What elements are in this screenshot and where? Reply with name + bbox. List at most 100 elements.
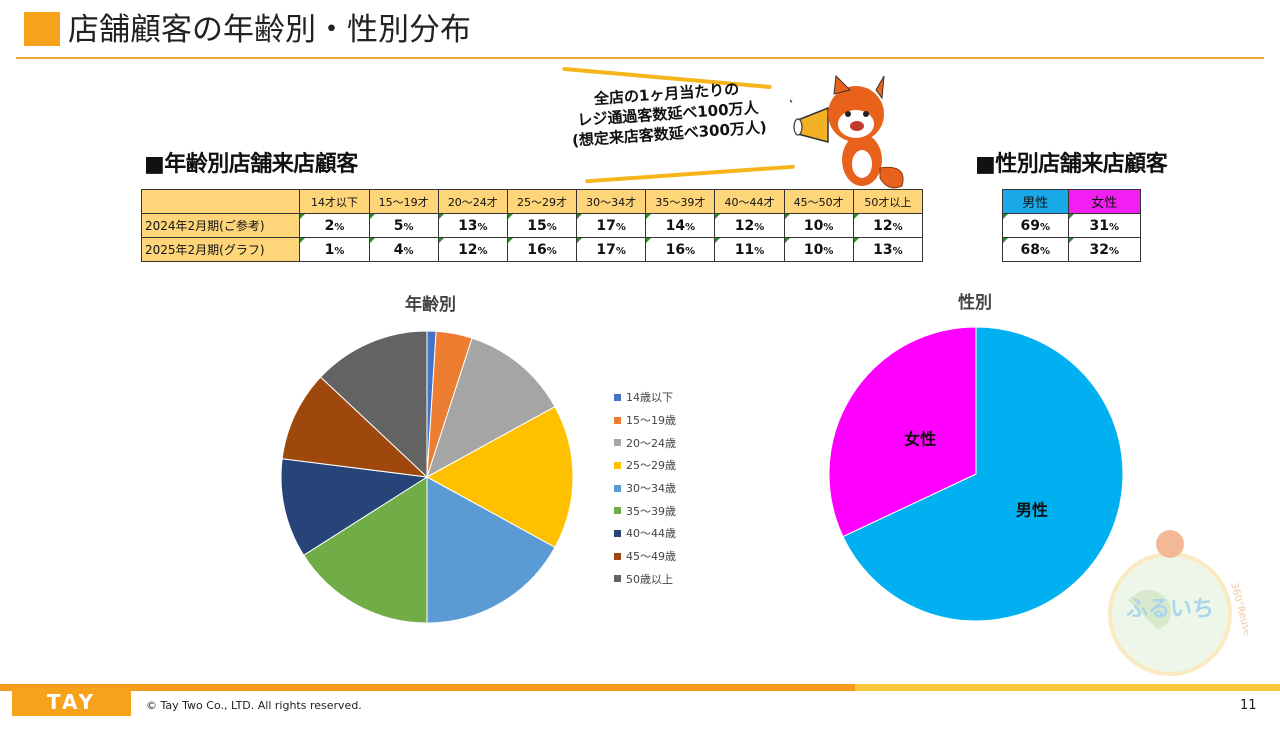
legend-label: 40〜44歳 bbox=[626, 527, 676, 541]
age-chart-legend: 14歳以下 15〜19歳 20〜24歳 25〜29歳 30〜34歳 35〜39歳 40〜44… bbox=[614, 386, 676, 590]
table-cell: 12% bbox=[437, 237, 508, 262]
table-cell: 16% bbox=[506, 237, 578, 262]
page-title: 店舗顧客の年齢別・性別分布 bbox=[68, 12, 471, 48]
row-label: 2025年2月期(グラフ) bbox=[140, 237, 301, 262]
age-table: 14才以下 15〜19才 20〜24才 25〜29才 30〜34才 35〜39才… bbox=[140, 189, 924, 262]
age-col-header: 40〜44才 bbox=[714, 189, 785, 214]
gender-table-header-row: 男性 女性 bbox=[1002, 189, 1142, 214]
table-cell: 1% bbox=[299, 237, 370, 262]
table-cell: 17% bbox=[576, 237, 647, 262]
age-chart-title: 年齢別 bbox=[405, 295, 456, 315]
legend-swatch bbox=[614, 507, 621, 515]
legend-item: 45〜49歳 bbox=[614, 545, 676, 568]
gender-col-header-male: 男性 bbox=[1002, 189, 1069, 214]
age-table-header-row: 14才以下 15〜19才 20〜24才 25〜29才 30〜34才 35〜39才… bbox=[140, 189, 924, 214]
legend-label: 15〜19歳 bbox=[626, 414, 676, 428]
table-row: 69% 31% bbox=[1002, 213, 1142, 238]
furuichi-watermark-logo: ふるいち 360°Reuse bbox=[1108, 530, 1248, 676]
table-row: 68% 32% bbox=[1002, 237, 1142, 262]
pie-slice bbox=[426, 337, 556, 479]
gender-chart-title: 性別 bbox=[958, 293, 992, 313]
pie-slice bbox=[280, 458, 429, 556]
title-divider bbox=[16, 57, 1264, 59]
legend-swatch bbox=[614, 439, 621, 447]
table-cell: 12% bbox=[714, 213, 785, 238]
table-cell: 16% bbox=[645, 237, 716, 262]
legend-label: 35〜39歳 bbox=[626, 504, 676, 518]
table-row: 2024年2月期(ご参考) 2% 5% 13% 15% 17% 14% 12% … bbox=[140, 213, 924, 238]
legend-item: 14歳以下 bbox=[614, 386, 676, 409]
pie-slice bbox=[303, 476, 428, 624]
footer-bar bbox=[855, 684, 1280, 691]
table-cell: 12% bbox=[852, 213, 924, 238]
gender-pie-chart: 男性 女性 bbox=[828, 326, 1124, 622]
age-table-corner bbox=[140, 189, 301, 214]
callout-accent-line bbox=[585, 164, 795, 184]
pie-slice-label: 男性 bbox=[1016, 500, 1048, 519]
legend-item: 50歳以上 bbox=[614, 568, 676, 591]
legend-swatch bbox=[614, 416, 621, 424]
age-col-header: 14才以下 bbox=[299, 189, 370, 214]
table-cell: 31% bbox=[1067, 213, 1142, 238]
red-panda-megaphone-icon bbox=[790, 74, 904, 189]
age-col-header: 35〜39才 bbox=[645, 189, 716, 214]
legend-swatch bbox=[614, 484, 621, 492]
table-cell: 10% bbox=[783, 213, 854, 238]
pie-slice bbox=[828, 326, 977, 538]
pie-slice bbox=[842, 326, 1124, 622]
table-cell: 2% bbox=[299, 213, 370, 238]
pie-slice bbox=[281, 376, 429, 478]
row-label: 2024年2月期(ご参考) bbox=[140, 213, 301, 238]
gender-table: 男性 女性 69% 31% 68% 32% bbox=[1002, 189, 1142, 262]
age-col-header: 15〜19才 bbox=[368, 189, 439, 214]
legend-label: 20〜24歳 bbox=[626, 436, 676, 450]
table-cell: 13% bbox=[852, 237, 924, 262]
table-cell: 32% bbox=[1067, 237, 1142, 262]
pie-slice bbox=[319, 330, 428, 479]
footer-bar bbox=[0, 684, 855, 691]
age-table-heading: ■年齢別店舗来店顧客 bbox=[144, 152, 358, 177]
age-col-header: 45〜50才 bbox=[783, 189, 854, 214]
gender-table-heading: ■性別店舗来店顧客 bbox=[975, 152, 1168, 177]
legend-item: 20〜24歳 bbox=[614, 431, 676, 454]
table-cell: 13% bbox=[437, 213, 508, 238]
legend-swatch bbox=[614, 529, 621, 537]
legend-item: 35〜39歳 bbox=[614, 499, 676, 522]
pie-slice bbox=[425, 405, 574, 549]
callout-text: 全店の1ヶ月当たりの レジ通過客数延べ100万人 (想定来店客数延べ300万人) bbox=[546, 76, 790, 153]
legend-item: 25〜29歳 bbox=[614, 454, 676, 477]
legend-swatch bbox=[614, 575, 621, 583]
age-col-header: 25〜29才 bbox=[506, 189, 578, 214]
table-cell: 10% bbox=[783, 237, 854, 262]
table-row: 2025年2月期(グラフ) 1% 4% 12% 16% 17% 16% 11% … bbox=[140, 237, 924, 262]
legend-label: 45〜49歳 bbox=[626, 550, 676, 564]
page-number: 11 bbox=[1240, 698, 1257, 713]
pie-slice-label: 女性 bbox=[904, 430, 936, 449]
legend-item: 30〜34歳 bbox=[614, 477, 676, 500]
table-cell: 14% bbox=[645, 213, 716, 238]
table-cell: 17% bbox=[576, 213, 647, 238]
legend-label: 30〜34歳 bbox=[626, 482, 676, 496]
age-pie-chart bbox=[280, 330, 574, 624]
legend-swatch bbox=[614, 552, 621, 560]
title-accent-square bbox=[24, 12, 60, 46]
legend-label: 25〜29歳 bbox=[626, 459, 676, 473]
legend-label: 14歳以下 bbox=[626, 391, 673, 405]
company-logo: TAY TWO bbox=[12, 688, 131, 742]
table-cell: 68% bbox=[1002, 237, 1069, 262]
pie-slice bbox=[426, 476, 556, 624]
age-col-header: 30〜34才 bbox=[576, 189, 647, 214]
copyright-text: © Tay Two Co., LTD. All rights reserved. bbox=[146, 699, 362, 712]
gender-col-header-female: 女性 bbox=[1067, 189, 1142, 214]
watermark-text: ふるいち bbox=[1126, 597, 1214, 622]
age-col-header: 20〜24才 bbox=[437, 189, 508, 214]
table-cell: 69% bbox=[1002, 213, 1069, 238]
table-cell: 5% bbox=[368, 213, 439, 238]
table-cell: 4% bbox=[368, 237, 439, 262]
legend-swatch bbox=[614, 461, 621, 469]
table-cell: 11% bbox=[714, 237, 785, 262]
legend-swatch bbox=[614, 393, 621, 401]
table-cell: 15% bbox=[506, 213, 578, 238]
legend-item: 15〜19歳 bbox=[614, 409, 676, 432]
legend-item: 40〜44歳 bbox=[614, 522, 676, 545]
